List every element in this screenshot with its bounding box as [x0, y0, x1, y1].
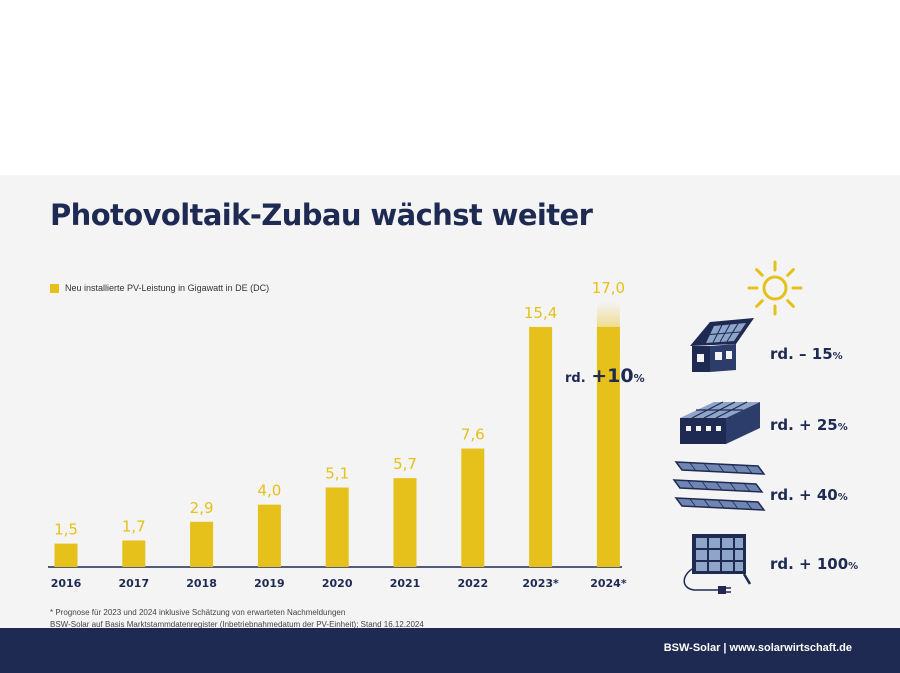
bar-2018 [190, 521, 214, 567]
bar-2021 [393, 478, 417, 567]
x-tick-label-2016: 2016 [51, 577, 82, 590]
commercial-roof-solar-icon [680, 401, 760, 444]
value-label-2020: 5,1 [325, 465, 349, 483]
x-tick-label-2022: 2022 [457, 577, 488, 590]
value-label-2024: 17,0 [592, 279, 625, 297]
bar-2019 [257, 504, 281, 567]
x-tick-label-2021: 2021 [390, 577, 421, 590]
sun-icon [747, 260, 803, 316]
bar-2024 [596, 302, 620, 357]
content-panel [0, 175, 900, 628]
solar-park-icon [672, 461, 766, 511]
bar-2020 [325, 487, 349, 567]
value-label-2023: 15,4 [524, 304, 557, 322]
balcony-solar-plug-icon [683, 534, 752, 594]
x-tick-label-2018: 2018 [186, 577, 217, 590]
footer-text: BSW-Solar | www.solarwirtschaft.de [663, 642, 852, 654]
footnote-line-2: BSW-Solar auf Basis Marktstammdatenregis… [50, 620, 424, 629]
page-title: Photovoltaik-Zubau wächst weiter [50, 198, 593, 232]
growth-unit: % [633, 372, 645, 385]
growth-value: +10 [591, 365, 634, 387]
x-tick-label-2023: 2023* [522, 577, 559, 590]
x-tick-label-2019: 2019 [254, 577, 285, 590]
growth-annotation: rd. +10% [565, 365, 645, 387]
bar-segment-base-2024 [596, 326, 620, 567]
house-solar-roof-icon [690, 318, 754, 372]
segment-label-house: rd. – 15% [770, 345, 843, 363]
value-label-2017: 1,7 [122, 518, 146, 536]
value-label-2021: 5,7 [393, 455, 417, 473]
bar-2017 [122, 540, 146, 567]
footnote-line-1: * Prognose für 2023 und 2024 inklusive S… [50, 608, 346, 617]
value-label-2018: 2,9 [190, 499, 214, 517]
bar-2023 [529, 326, 553, 567]
segment-label-solar-park: rd. + 40% [770, 486, 848, 504]
footnote: * Prognose für 2023 und 2024 inklusive S… [50, 607, 424, 631]
segment-label-commercial: rd. + 25% [770, 416, 848, 434]
segment-label-balcony: rd. + 100% [770, 555, 859, 573]
top-blank-area [0, 0, 900, 175]
bar-2022 [461, 448, 485, 567]
value-label-2016: 1,5 [54, 521, 78, 539]
x-tick-label-2017: 2017 [118, 577, 149, 590]
bar-2016 [54, 543, 78, 567]
footer-bar: BSW-Solar | www.solarwirtschaft.de [0, 628, 900, 673]
value-label-2022: 7,6 [461, 426, 485, 444]
x-tick-label-2020: 2020 [322, 577, 353, 590]
value-label-2019: 4,0 [257, 482, 281, 500]
growth-prefix: rd. [565, 371, 586, 386]
legend-swatch [50, 283, 59, 293]
legend-label: Neu installierte PV-Leistung in Gigawatt… [65, 283, 270, 293]
x-tick-label-2024: 2024* [590, 577, 627, 590]
chart-legend: Neu installierte PV-Leistung in Gigawatt… [50, 283, 269, 293]
